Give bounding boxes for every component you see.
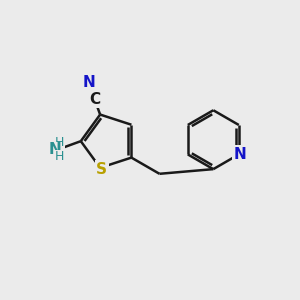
Text: N: N [234, 147, 247, 162]
Text: N: N [49, 142, 61, 157]
Text: C: C [90, 92, 101, 107]
Text: H: H [55, 136, 64, 149]
Text: N: N [83, 75, 95, 90]
Text: S: S [96, 162, 107, 177]
Text: H: H [55, 150, 64, 164]
